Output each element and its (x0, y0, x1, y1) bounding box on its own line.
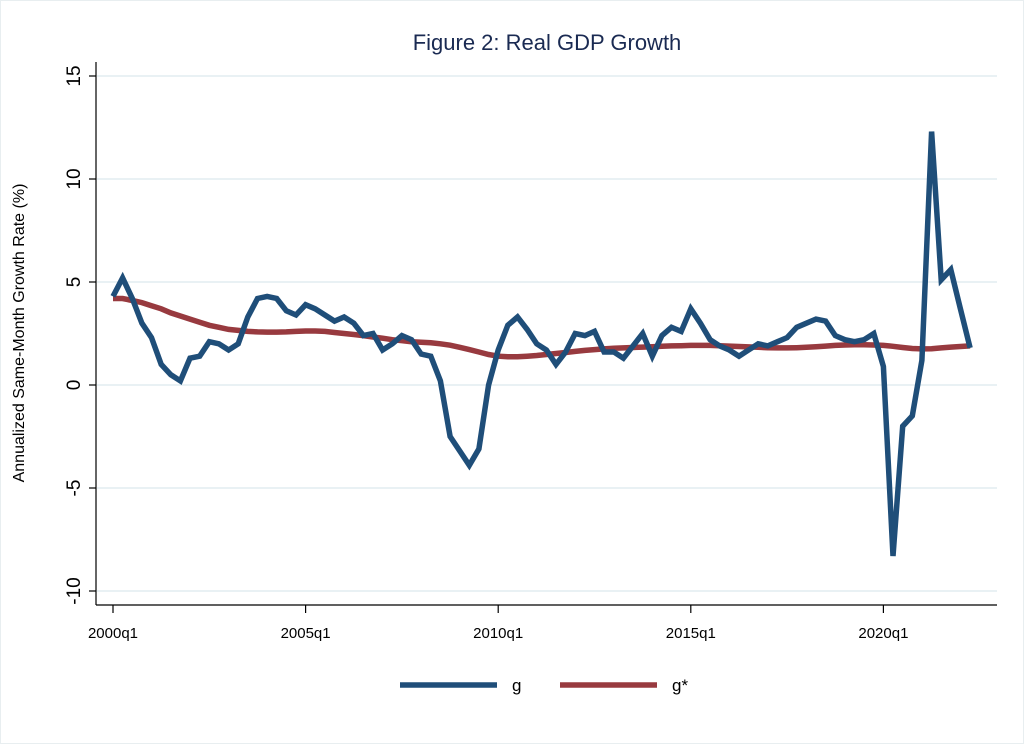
y-tick-label: -10 (64, 577, 85, 604)
gridlines (97, 75, 997, 592)
y-ticks: -10 -5 0 5 10 15 (64, 65, 96, 605)
series-line-g-star (113, 295, 971, 360)
chart-title: Figure 2: Real GDP Growth (413, 30, 682, 55)
x-tick-label: 2020q1 (858, 625, 908, 642)
y-axis-title: Annualized Same-Month Growth Rate (%) (11, 184, 28, 483)
x-tick-label: 2015q1 (666, 625, 716, 642)
x-tick-label: 2005q1 (281, 625, 331, 642)
legend-label-g: g (512, 676, 521, 695)
y-tick-label: 0 (64, 380, 85, 391)
y-tick-label: 10 (64, 168, 85, 189)
legend-label-g-star: g* (672, 676, 688, 695)
axes (95, 62, 997, 606)
series (110, 131, 973, 557)
y-tick-label: -5 (64, 480, 85, 497)
x-tick-label: 2000q1 (88, 625, 138, 642)
x-tick-label: 2010q1 (473, 625, 523, 642)
y-tick-label: 15 (64, 65, 85, 86)
legend: g g* (400, 676, 688, 695)
x-ticks: 2000q1 2005q1 2010q1 2015q1 2020q1 (88, 605, 908, 642)
series-line-g (110, 131, 973, 557)
y-tick-label: 5 (64, 277, 85, 288)
